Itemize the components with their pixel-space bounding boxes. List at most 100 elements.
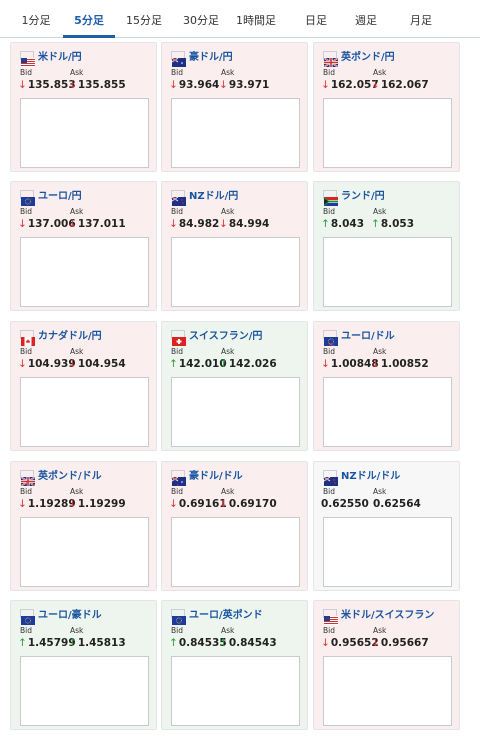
ask-price: 1.19299 bbox=[77, 498, 126, 510]
pair-name[interactable]: 豪ドル/ドル bbox=[189, 471, 243, 482]
down-arrow-icon: ↓ bbox=[219, 498, 228, 510]
ask-label: Ask bbox=[221, 626, 235, 635]
rate-card[interactable]: 137136.81:252:253:25ユーロ/円BidAsk↓137.006↓… bbox=[10, 181, 157, 311]
rate-card[interactable]: 162.2162161.81:252:253:25英ポンド/円BidAsk↓16… bbox=[313, 42, 460, 172]
ask-value: ↓162.067 bbox=[371, 79, 429, 91]
pair-name[interactable]: NZドル/ドル bbox=[341, 471, 401, 482]
rate-card[interactable]: 135.8135.6135.4135.21:252:253:25米ドル/円Bid… bbox=[10, 42, 157, 172]
down-arrow-icon: ↓ bbox=[169, 498, 178, 510]
pair-title[interactable]: 142141.81:252:253:25スイスフラン/円 bbox=[171, 328, 298, 403]
candlestick-chart[interactable] bbox=[20, 656, 149, 726]
candlestick-chart[interactable] bbox=[171, 98, 300, 168]
pair-title[interactable]: 1.0121.011.0081:252:253:25ユーロ/ドル bbox=[323, 328, 450, 403]
candlestick-chart[interactable] bbox=[323, 237, 452, 307]
pair-title[interactable]: 135.8135.6135.4135.21:252:253:25米ドル/円 bbox=[20, 49, 147, 124]
pair-name[interactable]: ランド/円 bbox=[341, 191, 385, 202]
candlestick-chart[interactable] bbox=[171, 377, 300, 447]
down-arrow-icon: ↓ bbox=[169, 218, 178, 230]
pair-name[interactable]: ユーロ/ドル bbox=[341, 331, 395, 342]
bid-price: 162.057 bbox=[330, 79, 379, 91]
pair-name[interactable]: スイスフラン/円 bbox=[189, 331, 263, 342]
candlestick-chart[interactable] bbox=[323, 377, 452, 447]
pair-name[interactable]: ユーロ/円 bbox=[38, 191, 82, 202]
tab-1分足[interactable]: 1分足 bbox=[21, 14, 51, 27]
ask-price: 142.026 bbox=[228, 358, 277, 370]
ask-price: 104.954 bbox=[77, 358, 126, 370]
pair-title[interactable]: 9493.893.61:252:253:25豪ドル/円 bbox=[171, 49, 295, 124]
pair-title[interactable]: 8.068.048.021:252:253:25ランド/円 bbox=[323, 188, 447, 263]
down-arrow-icon: ↓ bbox=[68, 218, 77, 230]
pair-title[interactable]: 137136.81:252:253:25ユーロ/円 bbox=[20, 188, 147, 263]
ask-label: Ask bbox=[70, 207, 84, 216]
candlestick-chart[interactable] bbox=[20, 98, 149, 168]
tab-週足[interactable]: 週足 bbox=[355, 14, 377, 27]
pair-title[interactable]: 162.2162161.81:252:253:25英ポンド/円 bbox=[323, 49, 450, 124]
down-arrow-icon: ↓ bbox=[371, 358, 380, 370]
down-arrow-icon: ↓ bbox=[321, 79, 330, 91]
pair-title[interactable]: 0.6940.6930.6920.6911:252:253:25豪ドル/ドル bbox=[171, 468, 298, 543]
down-arrow-icon: ↓ bbox=[371, 79, 380, 91]
candlestick-chart[interactable] bbox=[20, 237, 149, 307]
candlestick-chart[interactable] bbox=[323, 517, 452, 587]
candlestick-chart[interactable] bbox=[171, 517, 300, 587]
up-arrow-icon: ↑ bbox=[371, 218, 380, 230]
bid-value: ↓84.982 bbox=[169, 218, 219, 230]
pair-name[interactable]: ユーロ/英ポンド bbox=[189, 610, 263, 621]
tab-30分足[interactable]: 30分足 bbox=[183, 14, 219, 27]
rate-card[interactable]: 8.068.048.021:252:253:25ランド/円BidAsk↑8.04… bbox=[313, 181, 460, 311]
candlestick-chart[interactable] bbox=[323, 656, 452, 726]
rate-card[interactable]: 0.6940.6930.6920.6911:252:253:25豪ドル/ドルBi… bbox=[161, 461, 308, 591]
tab-1時間足[interactable]: 1時間足 bbox=[236, 14, 276, 27]
ask-value: ↑142.026 bbox=[219, 358, 277, 370]
pair-name[interactable]: NZドル/円 bbox=[189, 191, 239, 202]
bid-value: ↓104.939 bbox=[18, 358, 76, 370]
pair-title[interactable]: 0.9570.9560.9550.9541:252:253:25米ドル/スイスフ… bbox=[323, 607, 450, 682]
candlestick-chart[interactable] bbox=[171, 656, 300, 726]
candlestick-chart[interactable] bbox=[171, 237, 300, 307]
up-arrow-icon: ↑ bbox=[219, 358, 228, 370]
pair-title[interactable]: 8584.984.884.71:252:253:25NZドル/円 bbox=[171, 188, 295, 263]
candlestick-chart[interactable] bbox=[20, 517, 149, 587]
rate-card[interactable]: 1.0121.011.0081:252:253:25ユーロ/ドルBidAsk↓1… bbox=[313, 321, 460, 451]
bid-value: ↓93.964 bbox=[169, 79, 219, 91]
rate-card[interactable]: 0.9570.9560.9550.9541:252:253:25米ドル/スイスフ… bbox=[313, 600, 460, 730]
down-arrow-icon: ↓ bbox=[68, 358, 77, 370]
pair-name[interactable]: 米ドル/スイスフラン bbox=[341, 610, 435, 621]
pair-name[interactable]: 米ドル/円 bbox=[38, 52, 82, 63]
rate-card[interactable]: 9493.893.61:252:253:25豪ドル/円BidAsk↓93.964… bbox=[161, 42, 308, 172]
rate-card[interactable]: 0.6270.6260.6251:252:253:25NZドル/ドルBidAsk… bbox=[313, 461, 460, 591]
tab-5分足[interactable]: 5分足 bbox=[63, 0, 115, 38]
tab-月足[interactable]: 月足 bbox=[410, 14, 432, 27]
pair-title[interactable]: 0.84550.8450.84450.8441:252:253:25ユーロ/英ポ… bbox=[171, 607, 302, 682]
tab-日足[interactable]: 日足 bbox=[305, 14, 327, 27]
pair-name[interactable]: 英ポンド/ドル bbox=[38, 471, 102, 482]
bid-label: Bid bbox=[20, 347, 32, 356]
rate-card[interactable]: 1.4611.461.4591.4581:252:253:25ユーロ/豪ドルBi… bbox=[10, 600, 157, 730]
candlestick-chart[interactable] bbox=[323, 98, 452, 168]
pair-title[interactable]: 0.6270.6260.6251:252:253:25NZドル/ドル bbox=[323, 468, 450, 543]
bid-value: ↑8.043 bbox=[321, 218, 364, 230]
pair-name[interactable]: 豪ドル/円 bbox=[189, 52, 233, 63]
rate-card[interactable]: 105104.8104.61:252:253:25カナダドル/円BidAsk↓1… bbox=[10, 321, 157, 451]
rate-card[interactable]: 142141.81:252:253:25スイスフラン/円BidAsk↑142.0… bbox=[161, 321, 308, 451]
bid-label: Bid bbox=[171, 626, 183, 635]
pair-name[interactable]: ユーロ/豪ドル bbox=[38, 610, 102, 621]
bid-value: ↓1.00848 bbox=[321, 358, 379, 370]
rate-card[interactable]: 0.84550.8450.84450.8441:252:253:25ユーロ/英ポ… bbox=[161, 600, 308, 730]
pair-title[interactable]: 105104.8104.61:252:253:25カナダドル/円 bbox=[20, 328, 147, 403]
pair-name[interactable]: カナダドル/円 bbox=[38, 331, 102, 342]
down-arrow-icon: ↓ bbox=[18, 79, 27, 91]
pair-title[interactable]: 1.21.1981.1961.1941:252:253:25英ポンド/ドル bbox=[20, 468, 147, 543]
tab-15分足[interactable]: 15分足 bbox=[126, 14, 162, 27]
rate-card[interactable]: 1.21.1981.1961.1941:252:253:25英ポンド/ドルBid… bbox=[10, 461, 157, 591]
candlestick-chart[interactable] bbox=[20, 377, 149, 447]
pair-title[interactable]: 1.4611.461.4591.4581:252:253:25ユーロ/豪ドル bbox=[20, 607, 147, 682]
eu-flag-icon: 137136.81:252:253:25 bbox=[20, 190, 147, 263]
rate-card[interactable]: 8584.984.884.71:252:253:25NZドル/円BidAsk↓8… bbox=[161, 181, 308, 311]
bid-price: 0.84535 bbox=[178, 637, 227, 649]
ask-label: Ask bbox=[221, 347, 235, 356]
bid-price: 137.006 bbox=[27, 218, 76, 230]
up-arrow-icon: ↑ bbox=[18, 637, 27, 649]
pair-name[interactable]: 英ポンド/円 bbox=[341, 52, 395, 63]
us-flag-icon: 135.8135.6135.4135.21:252:253:25 bbox=[20, 51, 147, 124]
